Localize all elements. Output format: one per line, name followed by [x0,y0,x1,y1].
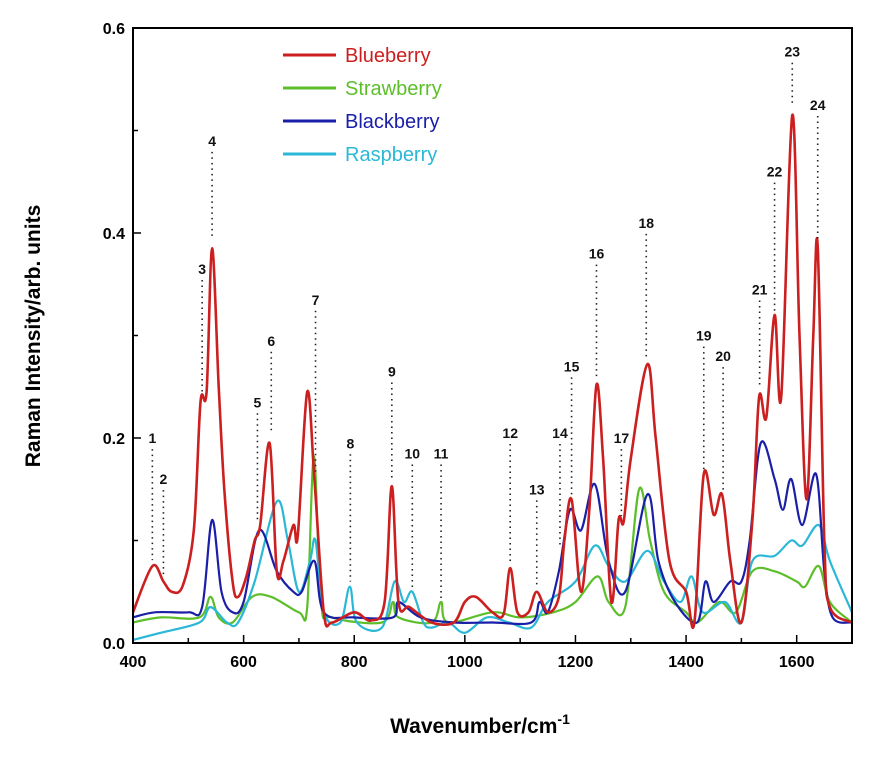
peak-label: 2 [160,471,168,487]
series-line-blackberry [132,440,853,626]
x-tick-label: 600 [230,654,257,671]
peak-label: 5 [254,394,262,410]
peak-label: 9 [388,364,396,380]
peak-label: 20 [715,348,731,364]
legend: Blueberry Strawberry Blackberry Raspberry [283,45,442,166]
peak-label: 7 [312,292,320,308]
legend-label: Raspberry [345,144,437,166]
series-line-strawberry [132,455,853,625]
peak-label: 17 [614,430,630,446]
peak-label: 4 [208,133,216,149]
plot-frame [132,27,853,644]
peak-label: 6 [267,333,275,349]
peak-label: 8 [346,435,354,451]
x-tick-label: 1400 [668,654,704,671]
tick-layer: 400 600 800 1000 1200 1400 1600 0.0 0.2 0.4 0.6 [103,21,853,671]
legend-label: Blackberry [345,111,439,133]
x-tick-label: 1200 [558,654,594,671]
series-layer [131,113,854,641]
peak-label: 10 [405,446,421,462]
x-axis-label-text: Wavenumber/cm [390,715,557,738]
x-tick-label: 800 [341,654,368,671]
y-tick-label: 0.6 [103,21,125,38]
peak-label: 21 [752,282,768,298]
peak-label: 1 [148,430,156,446]
peak-label: 19 [696,328,712,344]
legend-label: Strawberry [345,78,442,100]
peak-label: 16 [589,246,605,262]
x-axis-label: Wavenumber/cm-1 [390,711,570,738]
y-tick-label: 0.2 [103,431,125,448]
x-tick-label: 1600 [779,654,815,671]
legend-item-raspberry: Raspberry [283,144,437,166]
legend-item-strawberry: Strawberry [283,78,442,100]
y-axis-label: Raman Intensity/arb. units [22,205,45,468]
legend-item-blueberry: Blueberry [283,45,431,67]
peak-label: 14 [552,425,568,441]
peak-label: 13 [529,481,545,497]
peak-label: 3 [198,261,206,277]
x-tick-label: 1000 [447,654,483,671]
peak-label: 11 [434,446,449,462]
peak-label: 12 [502,425,518,441]
peak-label: 23 [784,44,800,60]
legend-item-blackberry: Blackberry [283,111,439,133]
peak-label: 18 [638,215,654,231]
peak-label: 15 [564,358,580,374]
series-line-raspberry [132,499,854,641]
series-line-blueberry [131,113,853,630]
peak-label: 22 [767,164,783,180]
x-tick-label: 400 [120,654,147,671]
y-tick-label: 0.4 [103,226,125,243]
x-axis-label-superscript: -1 [557,711,570,727]
y-tick-label: 0.0 [103,636,125,653]
legend-label: Blueberry [345,45,431,67]
peak-label: 24 [810,97,826,113]
